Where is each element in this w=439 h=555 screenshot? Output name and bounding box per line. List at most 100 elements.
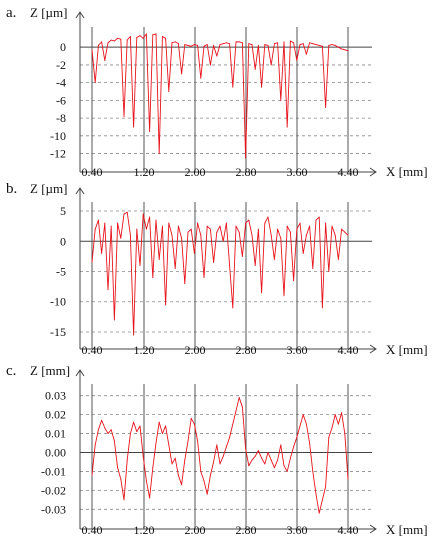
data-point <box>232 307 234 309</box>
data-point <box>280 444 282 446</box>
data-point <box>113 440 115 442</box>
x-tick-label: 2.00 <box>185 343 206 357</box>
data-point <box>232 86 234 88</box>
data-point <box>273 43 275 45</box>
x-axis-arrow <box>369 344 377 354</box>
data-point <box>168 91 170 93</box>
data-point <box>107 433 109 435</box>
data-point <box>107 289 109 291</box>
data-point <box>347 234 349 236</box>
data-point <box>203 480 205 482</box>
data-point <box>142 455 144 457</box>
data-point <box>126 459 128 461</box>
data-point <box>283 41 285 43</box>
data-point <box>286 470 288 472</box>
data-point <box>174 41 176 43</box>
data-point <box>101 419 103 421</box>
data-point <box>241 255 243 257</box>
data-point <box>123 499 125 501</box>
y-tick-label: 0.01 <box>45 427 66 441</box>
data-point <box>187 231 189 233</box>
data-point <box>337 423 339 425</box>
data-point <box>318 44 320 46</box>
data-point <box>209 228 211 230</box>
data-point <box>193 423 195 425</box>
data-point <box>184 44 186 46</box>
data-point <box>200 470 202 472</box>
x-tick-label: 2.00 <box>185 523 206 537</box>
data-point <box>91 261 93 263</box>
data-point <box>232 423 234 425</box>
data-point <box>149 497 151 499</box>
data-point <box>299 222 301 224</box>
data-point <box>213 44 215 46</box>
data-point <box>155 33 157 35</box>
data-point <box>261 86 263 88</box>
data-point <box>235 225 237 227</box>
data-point <box>190 417 192 419</box>
data-point <box>347 50 349 52</box>
data-point <box>293 280 295 282</box>
data-point <box>177 225 179 227</box>
data-point <box>97 429 99 431</box>
data-point <box>334 234 336 236</box>
data-point <box>165 37 167 39</box>
data-point <box>133 334 135 336</box>
x-axis-label: X [mm] <box>386 342 428 357</box>
data-point <box>341 412 343 414</box>
data-point <box>248 465 250 467</box>
data-point <box>107 42 109 44</box>
data-point <box>139 35 141 37</box>
data-point <box>91 474 93 476</box>
data-point <box>123 213 125 215</box>
data-point <box>264 44 266 46</box>
series <box>91 211 349 336</box>
data-point <box>331 427 333 429</box>
data-point <box>177 43 179 45</box>
data-point <box>267 44 269 46</box>
data-point <box>302 414 304 416</box>
data-point <box>181 237 183 239</box>
data-point <box>133 126 135 128</box>
x-tick-label: 1.20 <box>134 523 155 537</box>
data-point <box>155 442 157 444</box>
y-axis-arrow <box>75 187 85 195</box>
y-tick-label: -4 <box>56 76 66 90</box>
y-tick-label: 0.03 <box>45 389 66 403</box>
data-point <box>321 307 323 309</box>
data-point <box>136 228 138 230</box>
data-point <box>219 463 221 465</box>
data-point <box>213 261 215 263</box>
chart-panel-c: c. Z [mm] 0.03 0.02 0.01 0.00 -0.01 -0.02 -0.03 0… <box>6 363 428 537</box>
data-point <box>325 486 327 488</box>
data-point <box>110 39 112 41</box>
data-point <box>142 37 144 39</box>
data-point <box>126 211 128 213</box>
data-point <box>190 228 192 230</box>
data-point <box>104 222 106 224</box>
data-point <box>229 43 231 45</box>
y-tick-label: -2 <box>56 58 66 72</box>
data-point <box>184 459 186 461</box>
x-axis-label: X [mm] <box>386 164 428 179</box>
data-point <box>318 216 320 218</box>
data-point <box>229 436 231 438</box>
data-point <box>142 213 144 215</box>
x-tick-label: 2.00 <box>185 165 206 179</box>
x-tick-label: 4.40 <box>338 165 359 179</box>
data-point <box>123 115 125 117</box>
data-point <box>187 440 189 442</box>
data-point <box>273 467 275 469</box>
data-point <box>245 448 247 450</box>
data-point <box>184 283 186 285</box>
chart-panel-a: a. Z [µm] 0 -2 -4 -6 -8 -10 -12 0.40 1.20 2.00 2.80 3… <box>6 5 428 179</box>
data-point <box>190 45 192 47</box>
data-point <box>120 478 122 480</box>
data-point <box>139 425 141 427</box>
data-point <box>245 222 247 224</box>
data-point <box>206 225 208 227</box>
data-point <box>241 42 243 44</box>
data-point <box>158 153 160 155</box>
data-point <box>165 425 167 427</box>
data-point <box>277 228 279 230</box>
